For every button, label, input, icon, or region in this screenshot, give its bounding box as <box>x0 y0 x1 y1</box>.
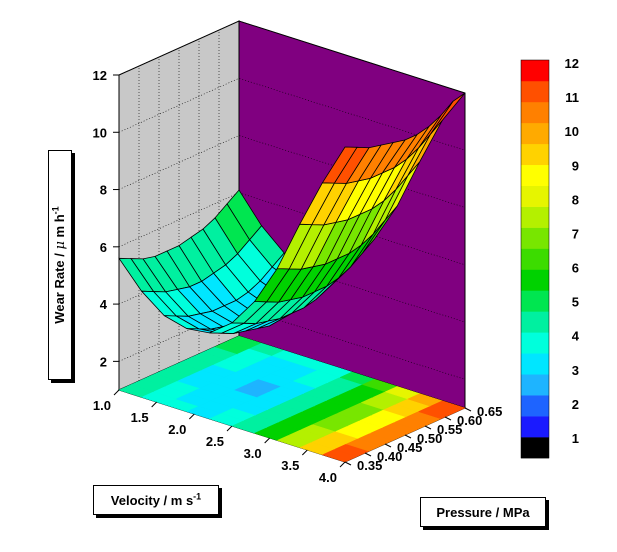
colorbar-label: 11 <box>565 90 579 105</box>
colorbar-frame <box>520 59 550 459</box>
y-tick-label: 0.40 <box>377 449 402 464</box>
y-tick <box>344 461 352 466</box>
y-axis-title-box: Pressure / MPa <box>420 497 546 527</box>
z-tick-label: 4 <box>100 297 108 312</box>
x-tick <box>113 389 120 396</box>
z-axis-title: Wear Rate / μ m h-1 <box>50 206 68 324</box>
y-tick-label: 0.65 <box>477 404 502 419</box>
wear-surface <box>118 92 466 334</box>
colorbar-segment <box>521 416 549 438</box>
y-tick-label: 0.55 <box>437 422 462 437</box>
x-tick-label: 3.0 <box>244 446 262 461</box>
z-tick-label: 8 <box>100 183 107 198</box>
y-axis-title: Pressure / MPa <box>436 504 530 520</box>
x-tick-label: 1.0 <box>93 398 111 413</box>
floor-contours <box>118 335 466 463</box>
colorbar-label: 7 <box>572 226 579 241</box>
y-tick-label: 0.35 <box>357 458 382 473</box>
x-tick <box>301 449 308 456</box>
colorbar-segment <box>521 206 549 228</box>
colorbar-segment <box>521 290 549 312</box>
colorbar-segment <box>521 80 549 103</box>
colorbar-segment <box>521 269 549 291</box>
x-axis-title: Velocity / m s-1 <box>110 491 202 508</box>
z-tick-label: 2 <box>100 354 107 369</box>
y-tick-label: 0.50 <box>417 431 442 446</box>
colorbar-label: 1 <box>572 431 579 446</box>
y-tick <box>384 443 392 448</box>
x-tick-label: 2.0 <box>168 422 186 437</box>
x-tick-label: 2.5 <box>206 434 224 449</box>
colorbar-label: 4 <box>572 329 580 344</box>
y-tick <box>424 425 432 430</box>
colorbar-segment <box>521 60 549 82</box>
colorbar-segment <box>521 395 549 417</box>
colorbar-segment <box>521 185 549 207</box>
y-tick <box>404 434 412 439</box>
colorbar-segment <box>521 248 549 270</box>
x-axis-title-box: Velocity / m s-1 <box>93 485 219 515</box>
surface-cell <box>321 146 358 184</box>
colorbar-segment <box>521 101 549 124</box>
x-tick <box>339 461 346 468</box>
colorbar-segment <box>521 437 549 459</box>
y-tick-label: 0.45 <box>397 440 422 455</box>
z-tick-label: 6 <box>100 240 107 255</box>
colorbar-label: 6 <box>572 261 579 276</box>
z-tick-label: 10 <box>93 125 107 140</box>
colorbar-segment <box>521 227 549 249</box>
colorbar-label: 3 <box>572 363 579 378</box>
colorbar-segment <box>521 143 549 166</box>
x-axis-ticks: 1.0 1.5 2.0 2.5 3.0 3.5 4.0 <box>93 389 346 485</box>
x-tick-label: 4.0 <box>319 470 337 485</box>
y-axis-ticks: 0.350.400.450.500.550.600.65 <box>344 404 502 473</box>
colorbar-segment <box>521 311 549 333</box>
y-tick <box>364 452 372 457</box>
colorbar-segment <box>521 374 549 396</box>
x-tick <box>188 413 195 420</box>
colorbar-segment <box>521 164 549 186</box>
y-tick-label: 0.60 <box>457 413 482 428</box>
colorbar-segment <box>521 353 549 375</box>
z-axis-ticks: 2 4 6 8 10 12 <box>93 68 119 369</box>
x-tick-label: 3.5 <box>281 458 299 473</box>
colorbar-label: 2 <box>572 397 579 412</box>
z-tick-label: 12 <box>93 68 107 83</box>
left-wall <box>118 20 240 391</box>
plot-walls <box>118 20 466 409</box>
colorbar-label: 12 <box>565 56 579 71</box>
colorbar-segment <box>521 332 549 354</box>
x-tick-label: 1.5 <box>131 410 149 425</box>
colorbar-label: 5 <box>572 295 579 310</box>
colorbar-segment <box>521 122 549 145</box>
colorbar-label: 9 <box>572 158 579 173</box>
x-tick <box>151 401 158 408</box>
colorbar-label: 8 <box>572 192 579 207</box>
y-tick <box>444 416 452 421</box>
z-axis-title-box: Wear Rate / μ m h-1 <box>48 150 72 380</box>
x-tick <box>264 437 271 444</box>
y-tick <box>464 407 472 412</box>
x-tick <box>226 425 233 432</box>
colorbar-label: 10 <box>565 124 579 139</box>
